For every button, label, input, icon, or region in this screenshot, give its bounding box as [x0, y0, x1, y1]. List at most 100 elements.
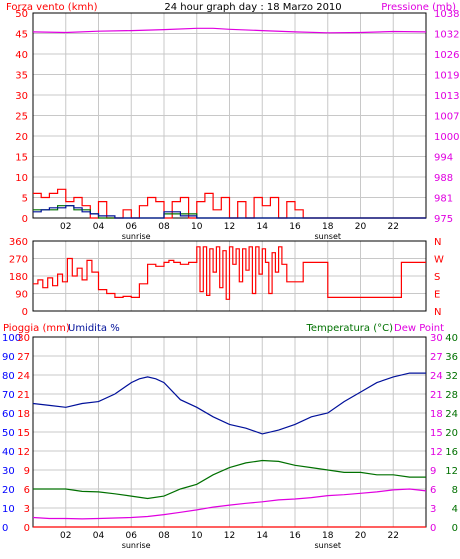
- pressure-y-tick-label: 994: [434, 153, 453, 164]
- temp-x-tick-label: 18: [322, 531, 334, 541]
- dew-y-tick-label: 0: [430, 523, 436, 534]
- wind-sunrise-label: sunrise: [122, 232, 151, 241]
- temperature-y-tick-label: 8: [452, 485, 458, 496]
- wind-x-tick-label: 18: [322, 222, 334, 232]
- direction-compass-label: N: [434, 237, 441, 248]
- temperature-y-tick-label: 0: [452, 523, 458, 534]
- dewpoint-series-line: [32, 488, 427, 520]
- temp-x-tick-label: 20: [355, 531, 367, 541]
- chart-title: 24 hour graph day : 18 Marzo 2010: [164, 2, 341, 13]
- rain-y-tick-label: 3: [24, 504, 30, 515]
- temperature-axis-title: Temperatura (°C): [305, 323, 393, 334]
- wind-y-tick-label: 10: [15, 173, 28, 184]
- humidity-y-tick-label: 0: [2, 523, 8, 534]
- temperature-y-tick-label: 32: [445, 371, 458, 382]
- wind-x-tick-label: 16: [289, 222, 301, 232]
- wind-y-tick-label: 30: [15, 91, 28, 102]
- direction-y-tick-label: 180: [9, 272, 28, 283]
- rain-y-tick-label: 0: [24, 523, 30, 534]
- wind-y-tick-label: 0: [22, 214, 28, 225]
- humidity-y-tick-label: 100: [2, 333, 21, 344]
- dew-y-tick-label: 15: [430, 428, 443, 439]
- direction-compass-label: S: [434, 272, 440, 283]
- wind-x-tick-label: 08: [158, 222, 170, 232]
- wind-x-tick-label: 04: [93, 222, 105, 232]
- dew-y-tick-label: 18: [430, 409, 443, 420]
- pressure-y-tick-label: 1000: [434, 132, 459, 143]
- temperature-y-tick-label: 28: [445, 390, 458, 401]
- rain-axis-title: Pioggia (mm): [3, 323, 70, 334]
- rain-y-tick-label: 15: [17, 428, 30, 439]
- direction-compass-label: E: [434, 290, 440, 301]
- dew-y-tick-label: 9: [430, 466, 436, 477]
- wind-x-tick-label: 20: [355, 222, 367, 232]
- pressure-y-tick-label: 988: [434, 173, 453, 184]
- wind-y-tick-label: 15: [15, 153, 28, 164]
- pressure-y-tick-label: 1013: [434, 91, 459, 102]
- rain-y-tick-label: 24: [17, 371, 30, 382]
- dew-y-tick-label: 21: [430, 390, 443, 401]
- temp-sunset-label: sunset: [314, 541, 341, 550]
- humidity-y-tick-label: 20: [2, 485, 15, 496]
- wind-x-tick-label: 14: [257, 222, 269, 232]
- wind-x-tick-label: 22: [388, 222, 399, 232]
- wind-series-line-0: [33, 188, 426, 219]
- temp-x-tick-label: 14: [257, 531, 269, 541]
- temp-x-tick-label: 04: [93, 531, 105, 541]
- wind-series-line-2: [33, 205, 426, 219]
- temperature-y-tick-label: 24: [445, 409, 458, 420]
- pressure-y-tick-label: 1026: [434, 50, 459, 61]
- humidity-y-tick-label: 60: [2, 409, 15, 420]
- direction-compass-label: W: [434, 255, 444, 266]
- wind-sunset-label: sunset: [314, 232, 341, 241]
- direction-series-line: [33, 246, 426, 300]
- humidity-axis-title: Umidita %: [68, 323, 120, 334]
- temperature-y-tick-label: 12: [445, 466, 458, 477]
- dew-y-tick-label: 24: [430, 371, 443, 382]
- temperature-y-tick-label: 4: [452, 504, 458, 515]
- pressure-y-tick-label: 1032: [434, 30, 459, 41]
- wind-x-tick-label: 12: [224, 222, 235, 232]
- temp-sunrise-label: sunrise: [122, 541, 151, 550]
- temperature-y-tick-label: 36: [445, 352, 458, 363]
- temp-x-tick-label: 16: [289, 531, 301, 541]
- direction-y-tick-label: 0: [22, 307, 28, 318]
- direction-panel-frame: [32, 240, 427, 312]
- wind-x-tick-label: 10: [191, 222, 203, 232]
- wind-axis-title: Forza vento (kmh): [6, 2, 98, 13]
- humidity-y-tick-label: 40: [2, 447, 15, 458]
- temp-x-tick-label: 22: [388, 531, 399, 541]
- humidity-y-tick-label: 90: [2, 352, 15, 363]
- wind-y-tick-label: 45: [15, 30, 28, 41]
- wind-y-tick-label: 20: [15, 132, 28, 143]
- temp-x-tick-label: 02: [60, 531, 71, 541]
- wind-x-tick-label: 02: [60, 222, 71, 232]
- direction-y-tick-label: 90: [15, 290, 28, 301]
- dew-y-tick-label: 27: [430, 352, 443, 363]
- humidity-y-tick-label: 70: [2, 390, 15, 401]
- humidity-y-tick-label: 10: [2, 504, 15, 515]
- rain-y-tick-label: 12: [17, 447, 30, 458]
- pressure-series-line: [32, 27, 427, 34]
- rain-y-tick-label: 21: [17, 390, 30, 401]
- wind-y-tick-label: 5: [22, 194, 28, 205]
- humidity-y-tick-label: 30: [2, 466, 15, 477]
- humidity-y-tick-label: 80: [2, 371, 15, 382]
- direction-y-tick-label: 360: [9, 237, 28, 248]
- temp-x-tick-label: 06: [126, 531, 138, 541]
- pressure-y-tick-label: 1038: [434, 9, 459, 20]
- pressure-y-tick-label: 975: [434, 214, 453, 225]
- wind-y-tick-label: 40: [15, 50, 28, 61]
- temperature-y-tick-label: 40: [445, 333, 458, 344]
- direction-y-tick-label: 270: [9, 255, 28, 266]
- dew-y-tick-label: 3: [430, 504, 436, 515]
- temp-x-tick-label: 08: [158, 531, 170, 541]
- pressure-y-tick-label: 981: [434, 194, 453, 205]
- wind-x-tick-label: 06: [126, 222, 138, 232]
- wind-y-tick-label: 25: [15, 112, 28, 123]
- temperature-series-line: [33, 459, 426, 500]
- rain-y-tick-label: 9: [24, 466, 30, 477]
- wind-y-tick-label: 35: [15, 71, 28, 82]
